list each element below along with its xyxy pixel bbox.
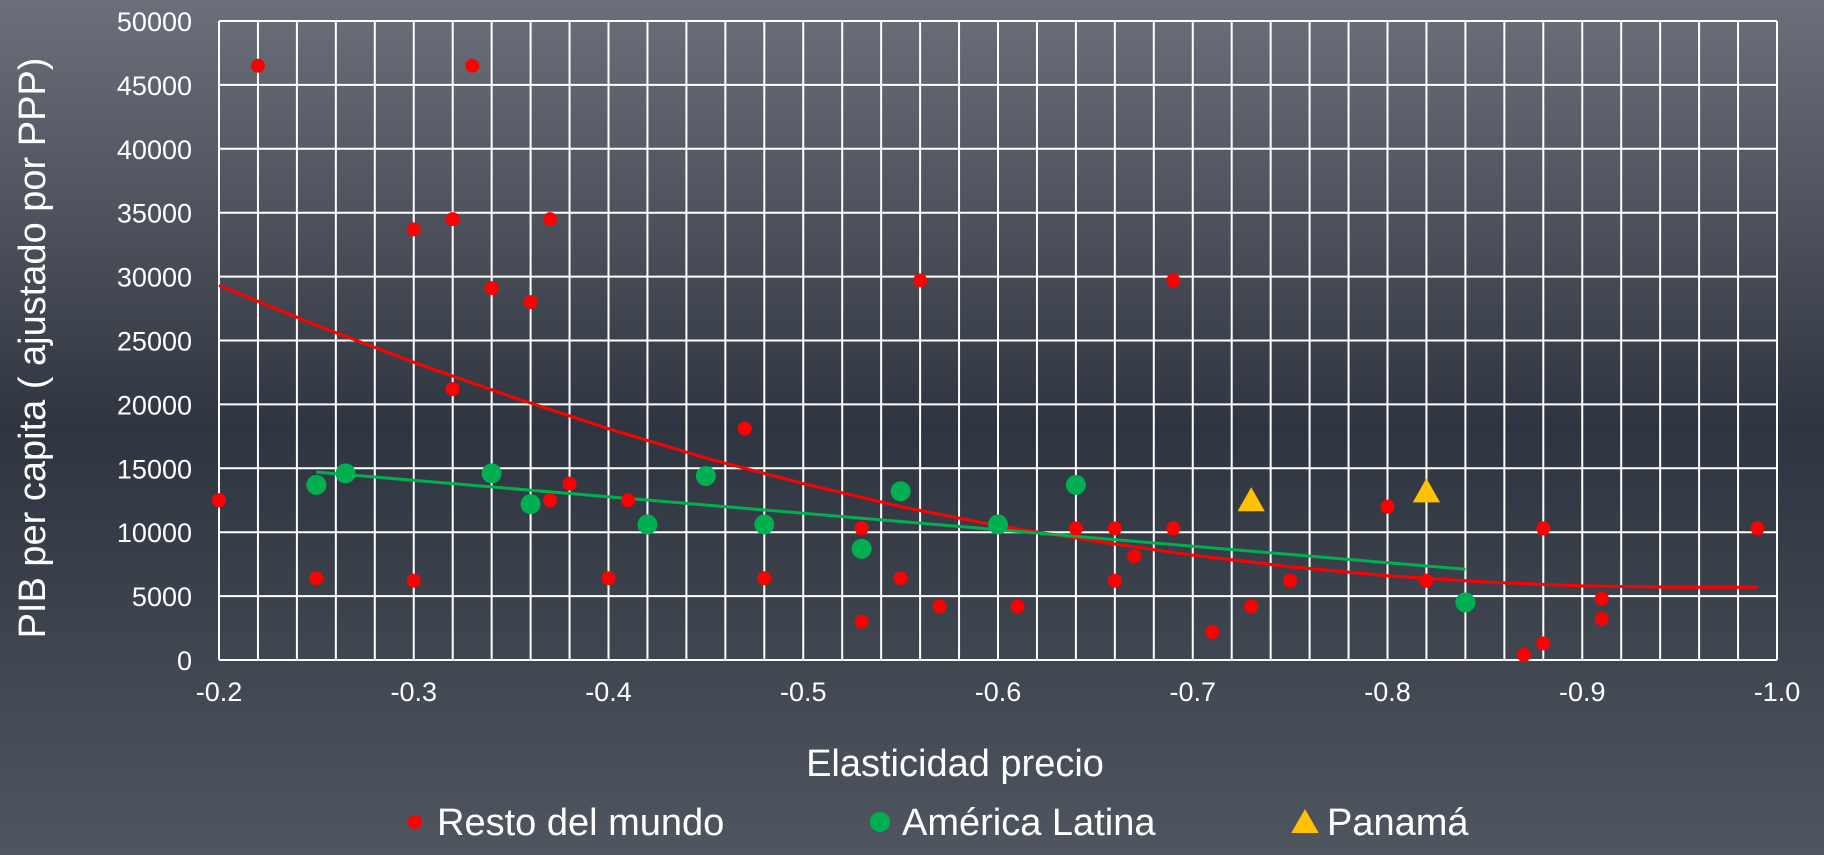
y-tick-label: 25000 [117,327,192,357]
data-point [893,571,908,586]
data-point [1166,521,1181,536]
data-point [445,212,460,227]
trendlines [218,284,1758,589]
data-point [601,571,616,586]
data-point [445,382,460,397]
legend-marker [1291,809,1319,833]
legend-marker [408,815,422,829]
data-point [890,481,911,502]
data-point [406,222,421,237]
y-tick-label: 5000 [132,582,192,612]
y-tick-label: 10000 [117,518,192,548]
data-point [1166,273,1181,288]
y-tick-label: 50000 [117,7,192,37]
data-point [913,273,928,288]
y-tick-label: 15000 [117,454,192,484]
y-tick-label: 40000 [117,135,192,165]
x-tick-label: -0.3 [390,677,437,707]
data-point [854,614,869,629]
data-point [562,476,577,491]
legend-marker [870,812,890,832]
data-point [620,493,635,508]
data-point [737,421,752,436]
x-axis-title: Elasticidad precio [806,743,1104,785]
grid [218,20,1778,661]
x-tick-label: -0.8 [1364,677,1411,707]
data-point [1010,599,1025,614]
data-point [1536,521,1551,536]
data-point [1283,573,1298,588]
data-point [1205,624,1220,639]
legend-label: Resto del mundo [437,802,724,844]
x-tick-label: -0.6 [975,677,1022,707]
legend-label: Panamá [1327,802,1469,844]
x-tick-label: -0.5 [780,677,827,707]
data-point [1244,599,1259,614]
x-tick-label: -0.4 [585,677,632,707]
x-tick-label: -0.2 [196,677,243,707]
data-point [406,573,421,588]
y-tick-label: 20000 [117,390,192,420]
data-point [484,281,499,296]
data-point [309,571,324,586]
data-point [481,463,502,484]
data-point [250,58,265,73]
data-point [757,571,772,586]
data-point [932,599,947,614]
data-points [212,58,1765,662]
data-point [854,521,869,536]
legend: Resto del mundo América Latina Panamá [408,802,1469,844]
legend-label: América Latina [902,802,1156,844]
data-point [543,493,558,508]
data-point [465,58,480,73]
data-point [1065,474,1086,495]
trendline [218,284,1758,589]
tick-labels: -0.2 -0.3 -0.4 -0.5 -0.6 -0.7 -0.8 -0.9 -1.0 0 500… [117,7,1800,707]
data-point [1536,636,1551,651]
x-tick-label: -1.0 [1754,677,1801,707]
data-point [520,494,541,515]
data-point [212,493,226,508]
y-tick-label: 30000 [117,263,192,293]
x-tick-label: -0.9 [1559,677,1606,707]
data-point [1127,549,1142,564]
data-point-triangle [1412,478,1441,503]
data-point [1107,521,1122,536]
data-point-triangle [1237,487,1265,512]
data-point [1068,521,1083,536]
data-point [1455,592,1476,613]
data-point [1594,591,1609,606]
data-point [988,514,1008,535]
data-point [1750,521,1765,536]
data-point [335,463,356,484]
data-point [306,474,327,495]
y-tick-label: 0 [177,646,192,676]
trendline [316,470,1466,571]
data-point [1107,573,1122,588]
data-point [1380,499,1395,514]
data-point [637,514,658,535]
y-tick-label: 35000 [117,199,192,229]
data-point [543,212,558,227]
y-tick-label: 45000 [117,71,192,101]
data-point [1516,647,1531,662]
data-point [523,295,538,310]
y-axis-title: PIB per capita ( ajustado por PPP) [12,58,54,639]
x-tick-label: -0.7 [1169,677,1216,707]
data-point [695,465,716,486]
data-point [851,538,872,559]
data-point [754,514,775,535]
data-point [1419,573,1434,588]
data-point [1594,612,1609,627]
